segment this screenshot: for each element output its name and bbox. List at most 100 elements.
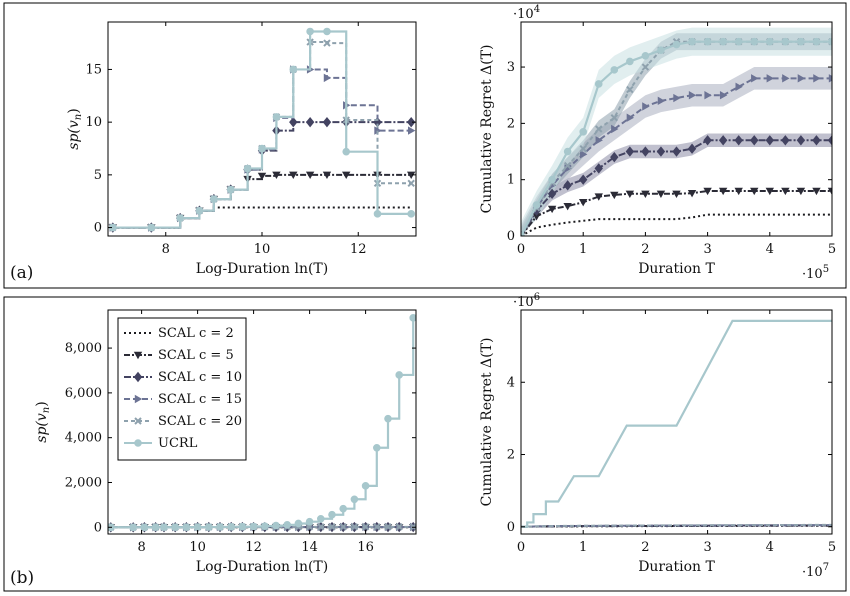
x-tick-label: 5 (828, 242, 836, 257)
marker-c20 (361, 523, 370, 531)
marker-ucrl (373, 210, 382, 218)
marker-c15 (688, 91, 697, 100)
marker-ucrl (182, 523, 191, 531)
x-multiplier: ·107 (802, 562, 829, 580)
x-tick-label: 12 (350, 242, 367, 257)
marker-c10 (579, 174, 588, 185)
x-multiplier: ·105 (802, 264, 829, 282)
x-tick-label: 12 (245, 540, 262, 555)
marker-c15 (374, 126, 382, 135)
marker-c15 (657, 96, 666, 106)
marker-c20 (384, 523, 392, 531)
marker-c5 (625, 190, 635, 198)
chart-a-right: 0 1 2 3 4 5 0 1 2 3 Duration T Cumulative Regret Δ(… (479, 4, 836, 282)
marker-c20 (323, 39, 331, 47)
legend-marker-c15 (134, 394, 143, 404)
marker-c10 (625, 146, 635, 157)
y-axis-label: Cumulative Regret Δ(T) (479, 45, 495, 214)
marker-ucrl (283, 521, 292, 529)
marker-c15 (323, 73, 332, 83)
marker-c5 (734, 187, 743, 196)
marker-c5 (342, 171, 351, 180)
marker-ucrl (407, 210, 415, 218)
marker-c15 (766, 74, 774, 83)
marker-c10 (594, 163, 603, 174)
marker-ucrl (703, 37, 712, 46)
marker-ucrl (532, 201, 541, 209)
marker-c20 (328, 523, 336, 531)
marker-c15 (595, 136, 603, 145)
marker-ucrl (797, 37, 805, 46)
x-tick-label: 1 (579, 540, 587, 555)
marker-c10 (687, 143, 697, 154)
x-tick-label: 10 (189, 540, 206, 555)
y-tick-label: 8,000 (65, 341, 102, 356)
marker-c20 (610, 114, 619, 122)
x-tick-label: 8 (162, 242, 170, 257)
y-tick-label: 5 (94, 168, 102, 183)
marker-ucrl (193, 523, 202, 531)
marker-c5 (563, 202, 572, 211)
marker-c10 (827, 135, 832, 146)
marker-ucrl (272, 113, 281, 121)
marker-c20 (595, 125, 603, 133)
legend: SCAL c = 2 SCAL c = 5 SCAL c = 10 SCAL c = … (117, 317, 247, 461)
marker-ucrl (342, 147, 351, 156)
marker-ucrl (317, 514, 325, 523)
marker-c5 (322, 171, 332, 180)
marker-c5 (827, 187, 832, 196)
marker-c10 (547, 188, 557, 199)
marker-c15 (751, 74, 759, 83)
y-tick-label: 2 (507, 448, 515, 463)
y-multiplier: ·106 (513, 292, 540, 310)
panel-label-b: (b) (10, 568, 34, 588)
panel-b-frame (3, 296, 847, 592)
marker-ucrl (210, 195, 218, 203)
marker-ucrl (129, 523, 137, 532)
chart-a-left: 8 10 12 0 5 10 15 Log-Duration ln(T) sp(vn) (66, 21, 417, 277)
marker-c5 (718, 187, 728, 196)
marker-c5 (289, 171, 298, 180)
legend-label-c20: SCAL c = 20 (158, 414, 242, 429)
y-axis-label: sp(vn) (34, 401, 52, 442)
marker-ucrl (339, 504, 348, 513)
marker-c20 (317, 523, 325, 531)
marker-c10 (289, 116, 298, 128)
marker-ucrl (781, 37, 790, 46)
x-tick-label: 2 (641, 540, 649, 555)
marker-ucrl (766, 37, 774, 46)
marker-c15 (580, 150, 588, 159)
marker-c15 (719, 91, 728, 100)
marker-c20 (579, 145, 587, 153)
x-tick-label: 3 (703, 242, 711, 257)
y-multiplier: ·104 (513, 4, 540, 22)
marker-c20 (626, 85, 634, 94)
marker-c5 (703, 187, 712, 196)
marker-c5 (406, 171, 416, 180)
x-axis-label: Duration T (638, 261, 715, 277)
y-tick-label: 1 (507, 173, 515, 188)
marker-c10 (718, 135, 728, 146)
x-tick-label: 0 (517, 242, 525, 257)
x-tick-label: 5 (828, 540, 836, 555)
marker-ucrl (719, 37, 727, 46)
y-tick-label: 4,000 (65, 431, 102, 446)
y-tick-label: 0 (507, 229, 515, 244)
marker-c5 (641, 190, 650, 198)
marker-c10 (305, 116, 315, 128)
marker-c5 (547, 205, 557, 214)
series-line-c20 (112, 41, 412, 229)
x-tick-label: 1 (579, 242, 587, 257)
x-tick-label: 4 (766, 540, 774, 555)
panel-label-a: (a) (10, 263, 33, 283)
marker-c5 (687, 190, 697, 198)
marker-ucrl (641, 51, 650, 60)
marker-c15 (673, 93, 681, 103)
marker-c5 (579, 199, 588, 207)
marker-c10 (781, 135, 790, 146)
marker-ucrl (373, 443, 381, 452)
marker-c10 (641, 146, 650, 157)
series-line-ucrl (112, 30, 412, 229)
marker-c15 (642, 102, 650, 111)
